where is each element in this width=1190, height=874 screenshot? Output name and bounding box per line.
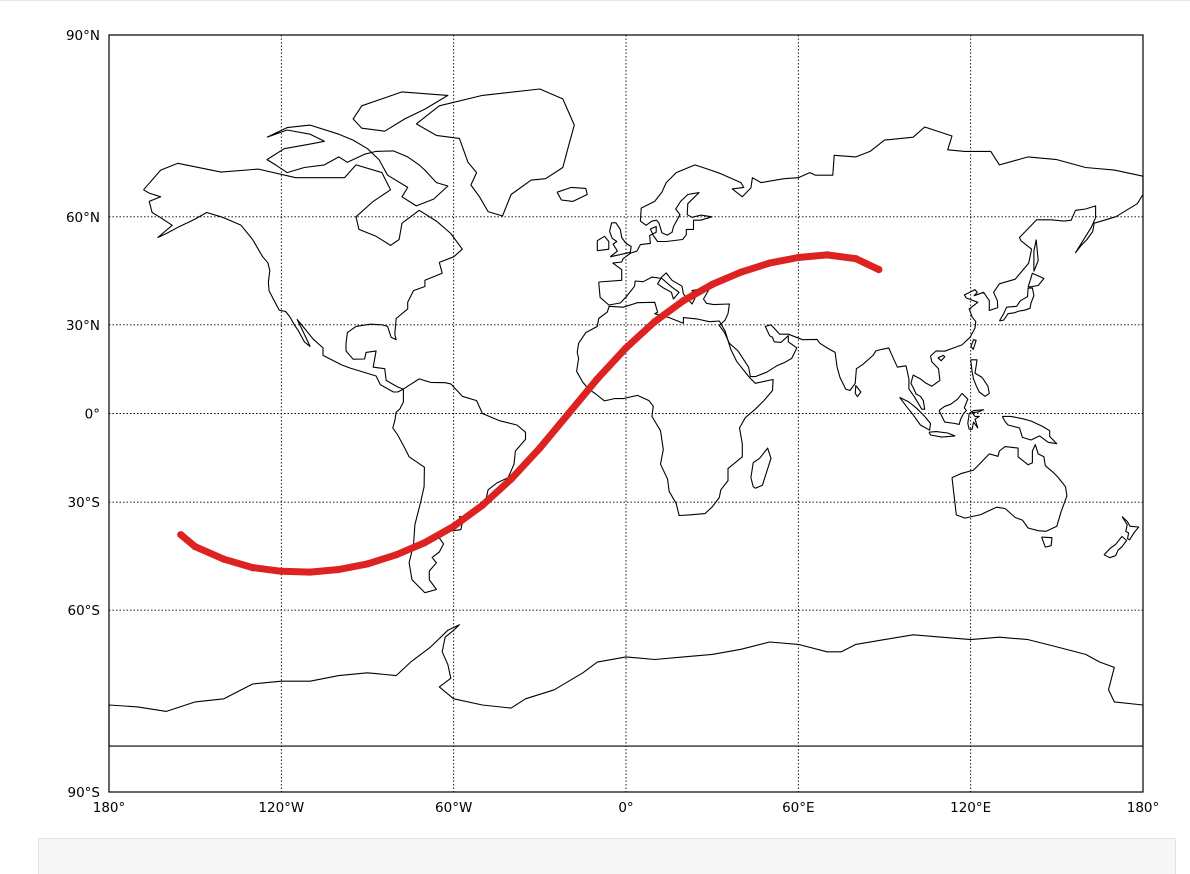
coastline-taiwan	[970, 339, 977, 350]
coastline-sakhalin	[1033, 239, 1039, 272]
coastline-java	[928, 431, 956, 438]
coastline-ireland	[596, 235, 610, 252]
latitude-labels: 90°S 60°S 30°S 0° 30°N 60°N 90°N	[66, 28, 100, 801]
coastline-antarctica	[108, 624, 1144, 747]
track-point	[823, 251, 831, 259]
track-point	[421, 539, 429, 547]
longitude-labels: 180° 120°W 60°W 0° 60°E 120°E 180°	[93, 800, 1160, 816]
track-point	[177, 531, 185, 539]
coastline-sulawesi	[967, 409, 985, 430]
track-point	[565, 409, 573, 418]
track-point	[708, 280, 716, 288]
track-point	[593, 375, 601, 383]
track-point	[478, 501, 486, 509]
track-point	[306, 568, 314, 576]
track-point	[249, 564, 257, 572]
track-point	[766, 259, 774, 267]
lon-label: 60°E	[782, 800, 814, 816]
coastline-hokkaido	[1027, 272, 1045, 288]
world-map-figure: 90°S 60°S 30°S 0° 30°N 60°N 90°N 180° 12…	[66, 28, 1160, 816]
lon-label: 0°	[618, 800, 633, 816]
track-point	[277, 567, 285, 575]
lat-label: 90°N	[66, 28, 100, 44]
coastline-north-america	[143, 162, 463, 393]
coastline-new-guinea	[1001, 415, 1058, 445]
lat-label: 30°S	[68, 495, 101, 511]
coastline-great-britain	[609, 222, 632, 258]
coastline-ellesmere	[352, 91, 449, 132]
coastline-japan	[998, 287, 1035, 322]
track-point	[794, 253, 802, 262]
great-circle-track	[177, 251, 883, 576]
coastline-iceland	[556, 186, 588, 202]
coastline-borneo	[938, 392, 969, 425]
track-point	[852, 255, 860, 263]
track-point	[450, 522, 458, 530]
track-point	[507, 475, 515, 483]
track-line	[177, 251, 883, 576]
lon-label: 180°	[1127, 800, 1160, 816]
track-point	[622, 344, 630, 352]
lon-label: 60°W	[435, 800, 472, 816]
coastlines	[108, 88, 1144, 747]
track-point	[737, 268, 745, 276]
lon-label: 180°	[93, 800, 126, 816]
lat-label: 0°	[85, 407, 100, 423]
coastline-hainan	[937, 354, 946, 362]
track-point	[651, 318, 659, 326]
track-point	[191, 543, 199, 551]
graticule	[109, 35, 1143, 792]
coastline-philippines	[970, 359, 990, 397]
coastline-nz-north	[1121, 516, 1140, 541]
track-point	[536, 444, 544, 452]
coastline-australia	[951, 444, 1068, 532]
lat-label: 90°S	[68, 785, 101, 801]
track-point	[679, 297, 688, 305]
output-area-footer	[38, 838, 1176, 874]
coastline-arctic-isles-1	[266, 124, 449, 207]
lon-label: 120°E	[950, 800, 991, 816]
coastline-sumatra	[899, 396, 932, 431]
map-frame	[108, 34, 1144, 793]
lat-label: 60°N	[66, 210, 100, 226]
lon-label: 120°W	[258, 800, 304, 816]
track-point	[363, 560, 372, 568]
coastline-sri-lanka	[854, 385, 862, 398]
coastline-greenland	[415, 88, 575, 217]
coastline-eurasia	[598, 126, 1144, 410]
top-divider	[0, 0, 1190, 1]
track-point	[392, 551, 400, 559]
coastline-africa	[576, 301, 774, 517]
track-point	[335, 565, 343, 574]
coastline-nz-south	[1103, 535, 1128, 559]
lat-label: 60°S	[68, 603, 101, 619]
track-point	[220, 555, 228, 563]
coastline-madagascar	[750, 447, 772, 489]
coastline-tasmania	[1041, 536, 1053, 548]
lat-label: 30°N	[66, 318, 100, 334]
track-point	[875, 266, 883, 274]
